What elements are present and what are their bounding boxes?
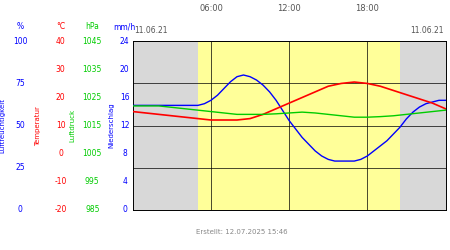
Text: %: % [17,22,24,31]
Text: 10: 10 [56,121,66,130]
Text: 1035: 1035 [82,65,102,74]
Text: 20: 20 [56,93,66,102]
Text: 1045: 1045 [82,37,102,46]
Text: Temperatur: Temperatur [35,106,41,146]
Text: 75: 75 [15,79,25,88]
Text: 16: 16 [120,93,130,102]
Text: 20: 20 [120,65,130,74]
Text: 4: 4 [122,178,127,186]
Text: 24: 24 [120,37,130,46]
Text: 40: 40 [56,37,66,46]
Text: 100: 100 [13,37,27,46]
Text: 12:00: 12:00 [277,4,301,13]
Text: -10: -10 [54,178,67,186]
Text: 11.06.21: 11.06.21 [411,26,444,35]
Text: 985: 985 [85,206,99,214]
Bar [198,41,400,210]
Text: 8: 8 [122,149,127,158]
Text: °C: °C [56,22,65,31]
Text: hPa: hPa [86,22,99,31]
Text: 30: 30 [56,65,66,74]
Text: Niederschlag: Niederschlag [108,103,115,148]
Text: 0: 0 [58,149,63,158]
Text: 0: 0 [18,206,22,214]
Text: 12: 12 [120,121,130,130]
Text: 1005: 1005 [82,149,102,158]
Text: 06:00: 06:00 [199,4,223,13]
Text: -20: -20 [54,206,67,214]
Text: mm/h: mm/h [113,22,136,31]
Text: 0: 0 [122,206,127,214]
Text: 1025: 1025 [83,93,102,102]
Text: 1015: 1015 [83,121,102,130]
Text: Luftfeuchtigkeit: Luftfeuchtigkeit [0,98,5,153]
Text: 25: 25 [15,163,25,172]
Text: 18:00: 18:00 [356,4,379,13]
Text: 11.06.21: 11.06.21 [134,26,167,35]
Text: 995: 995 [85,178,99,186]
Text: 50: 50 [15,121,25,130]
Text: Erstellt: 12.07.2025 15:46: Erstellt: 12.07.2025 15:46 [196,229,288,235]
Text: Luftdruck: Luftdruck [69,109,75,142]
